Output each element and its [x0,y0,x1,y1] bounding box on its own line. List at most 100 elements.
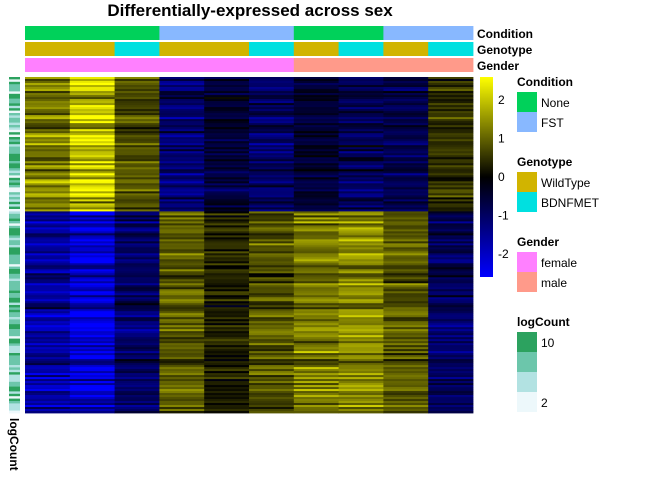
heatmap-cell [159,223,205,226]
annotation-label-gender: Gender [477,59,519,73]
heatmap-cell [25,215,71,218]
heatmap-cell [69,345,115,348]
heatmap-cell [293,173,339,176]
heatmap-cell [249,163,295,166]
heatmap-cell [249,107,295,110]
heatmap-cell [69,219,115,222]
heatmap-cell [69,243,115,246]
heatmap-cell [383,341,429,344]
logcount-cell [9,153,20,157]
heatmap-cell [383,159,429,162]
heatmap-cell [25,197,71,200]
heatmap-cell [428,219,474,222]
heatmap-cell [69,121,115,124]
heatmap-cell [428,119,474,122]
heatmap-cell [293,355,339,358]
logcount-cell [9,326,20,330]
heatmap-cell [249,385,295,388]
heatmap-cell [428,133,474,136]
heatmap-cell [428,197,474,200]
heatmap-cell [249,329,295,332]
heatmap-cell [159,181,205,184]
heatmap-cell [383,177,429,180]
heatmap-cell [383,235,429,238]
heatmap-cell [249,197,295,200]
heatmap-cell [25,351,71,354]
heatmap-cell [428,231,474,234]
heatmap-cell [25,155,71,158]
heatmap-cell [25,257,71,260]
heatmap-cell [293,103,339,106]
heatmap-cell [69,309,115,312]
heatmap-cell [338,193,384,196]
heatmap-cell [249,285,295,288]
heatmap-cell [338,303,384,306]
heatmap-cell [204,267,250,270]
heatmap-cell [293,161,339,164]
heatmap-cell [293,287,339,290]
heatmap-cell [293,221,339,224]
heatmap-cell [25,151,71,154]
heatmap-cell [293,185,339,188]
heatmap-cell [338,275,384,278]
heatmap-cell [159,245,205,248]
heatmap-cell [338,243,384,246]
heatmap-cell [159,213,205,216]
heatmap-cell [293,333,339,336]
chart-title: Differentially-expressed across sex [107,1,393,20]
heatmap-cell [204,335,250,338]
heatmap-cell [383,363,429,366]
heatmap-cell [249,225,295,228]
heatmap-cell [114,159,160,162]
logcount-cell [9,336,20,339]
heatmap-cell [159,259,205,262]
heatmap-cell [383,201,429,204]
heatmap-cell [383,387,429,390]
heatmap-cell [25,89,71,92]
heatmap-cell [338,93,384,96]
heatmap-cell [249,313,295,316]
heatmap-cell [69,181,115,184]
heatmap-cell [338,145,384,148]
heatmap-cell [383,395,429,398]
heatmap-cell [69,201,115,204]
heatmap-cell [25,141,71,144]
heatmap-cell [114,409,160,412]
heatmap-cell [204,187,250,190]
heatmap-cell [69,255,115,258]
heatmap-cell [249,269,295,272]
heatmap-cell [204,181,250,184]
heatmap-cell [114,375,160,378]
heatmap-cell [249,111,295,114]
heatmap-cell [204,253,250,256]
heatmap-cell [428,327,474,330]
heatmap-cell [428,149,474,152]
heatmap-cell [159,79,205,82]
heatmap-cell [69,319,115,322]
heatmap-cell [383,141,429,144]
heatmap-cell [293,339,339,342]
heatmap-cell [383,155,429,158]
heatmap-cell [428,187,474,190]
heatmap-cell [159,261,205,264]
heatmap-cell [114,307,160,310]
heatmap-cell [204,271,250,274]
heatmap-cell [249,157,295,160]
heatmap-cell [338,229,384,232]
heatmap-cell [383,369,429,372]
heatmap-cell [204,89,250,92]
heatmap-cell [249,147,295,150]
heatmap-cell [428,377,474,380]
heatmap-cell [25,95,71,98]
heatmap-cell [428,143,474,146]
logcount-cell [9,324,20,327]
heatmap-cell [249,361,295,364]
heatmap-cell [25,169,71,172]
heatmap-cell [25,249,71,252]
logcount-cell [9,134,20,138]
heatmap-cell [249,119,295,122]
heatmap-cell [383,353,429,356]
heatmap-cell [383,209,429,212]
heatmap-cell [383,171,429,174]
heatmap-cell [293,209,339,212]
